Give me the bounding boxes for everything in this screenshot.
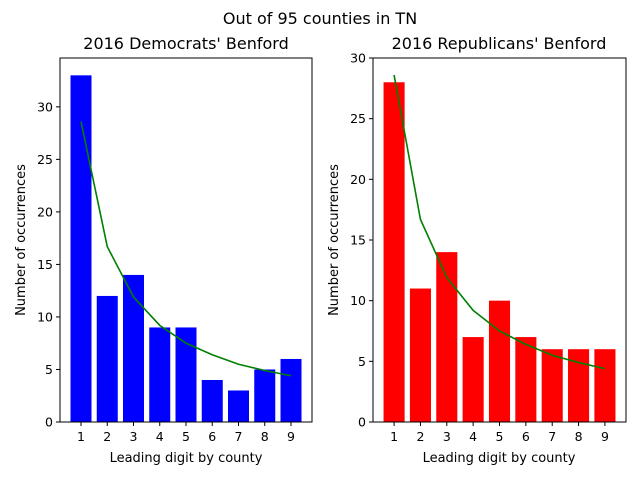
republicans-bar-9 <box>594 349 616 422</box>
democrats-x-tick-label-1: 1 <box>77 429 85 444</box>
republicans-y-tick-label-30: 30 <box>350 51 366 66</box>
democrats-x-axis-label: Leading digit by county <box>110 451 263 466</box>
democrats-bar-4 <box>149 327 171 422</box>
democrats-y-tick-label-20: 20 <box>37 204 53 219</box>
democrats-x-tick-label-7: 7 <box>235 429 243 444</box>
democrats-bar-6 <box>201 379 223 422</box>
republicans-x-tick-label-3: 3 <box>443 429 451 444</box>
democrats-benford-line <box>80 121 292 377</box>
democrats-chart: 2016 Democrats' Benford Leading digit by… <box>14 34 313 466</box>
republicans-bar-8 <box>568 349 590 422</box>
democrats-x-tick-label-3: 3 <box>130 429 138 444</box>
republicans-bar-3 <box>436 252 458 422</box>
republicans-x-tick-label-6: 6 <box>522 429 530 444</box>
republicans-x-tick-label-7: 7 <box>548 429 556 444</box>
republicans-x-tick-label-5: 5 <box>496 429 504 444</box>
democrats-x-tick-label-9: 9 <box>287 429 295 444</box>
democrats-y-tick-label-5: 5 <box>45 362 53 377</box>
republicans-x-tick-label-9: 9 <box>601 429 609 444</box>
republicans-y-tick-label-15: 15 <box>350 233 366 248</box>
republicans-bar-1 <box>383 82 405 423</box>
figure-suptitle: Out of 95 counties in TN <box>223 9 417 28</box>
republicans-x-tick-label-1: 1 <box>390 429 398 444</box>
democrats-y-tick-label-30: 30 <box>37 99 53 114</box>
democrats-bar-1 <box>70 75 92 422</box>
republicans-bar-5 <box>488 300 511 422</box>
democrats-x-tick-label-4: 4 <box>156 429 164 444</box>
republicans-x-tick-label-4: 4 <box>469 429 477 444</box>
democrats-y-axis-label: Number of occurrences <box>14 164 29 316</box>
republicans-bar-6 <box>515 337 537 422</box>
democrats-chart-title: 2016 Democrats' Benford <box>83 34 288 53</box>
democrats-y-tick-label-25: 25 <box>37 152 53 167</box>
democrats-bar-9 <box>280 358 302 422</box>
democrats-y-tick-label-10: 10 <box>37 309 53 324</box>
republicans-y-tick-label-25: 25 <box>350 111 366 126</box>
democrats-x-tick-label-8: 8 <box>261 429 269 444</box>
democrats-y-tick-label-0: 0 <box>45 415 53 430</box>
republicans-y-tick-label-20: 20 <box>350 172 366 187</box>
republicans-bar-2 <box>409 288 431 422</box>
republicans-x-tick-label-8: 8 <box>575 429 583 444</box>
democrats-x-tick-label-6: 6 <box>208 429 216 444</box>
democrats-bar-8 <box>254 369 276 422</box>
republicans-y-axis-label: Number of occurrences <box>327 164 342 316</box>
republicans-chart: 2016 Republicans' Benford Leading digit … <box>327 34 627 466</box>
democrats-bar-3 <box>123 274 144 422</box>
republicans-benford-line <box>393 74 606 370</box>
republicans-chart-title: 2016 Republicans' Benford <box>392 34 607 53</box>
democrats-bar-5 <box>175 327 197 422</box>
democrats-x-tick-label-5: 5 <box>182 429 190 444</box>
democrats-bar-7 <box>228 390 249 422</box>
republicans-y-tick-label-5: 5 <box>358 354 366 369</box>
republicans-y-tick-label-10: 10 <box>350 293 366 308</box>
republicans-x-tick-label-2: 2 <box>416 429 424 444</box>
republicans-y-tick-label-0: 0 <box>358 415 366 430</box>
republicans-x-axis-label: Leading digit by county <box>423 451 576 466</box>
democrats-x-tick-label-2: 2 <box>103 429 111 444</box>
democrats-y-tick-label-15: 15 <box>37 257 53 272</box>
republicans-bar-4 <box>462 337 484 422</box>
democrats-bar-2 <box>96 295 118 422</box>
republicans-bar-7 <box>541 349 563 422</box>
